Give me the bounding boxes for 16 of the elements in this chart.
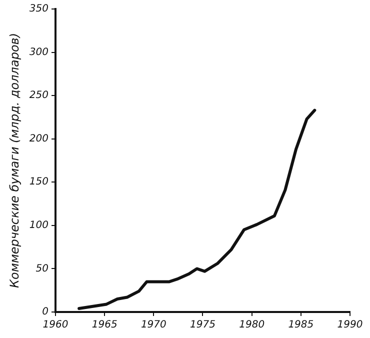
y-tick-label: 200 xyxy=(29,133,48,144)
x-tick-label: 1960 xyxy=(42,320,68,331)
x-tick-label: 1990 xyxy=(337,320,363,331)
y-tick-label: 0 xyxy=(42,306,48,318)
x-tick-label: 1970 xyxy=(140,320,166,331)
y-tick-label: 150 xyxy=(29,176,48,188)
y-tick-label: 100 xyxy=(29,220,48,232)
x-tick-label: 1980 xyxy=(239,320,265,331)
y-tick-label: 350 xyxy=(29,4,48,15)
x-tick-label: 1965 xyxy=(92,320,118,331)
y-tick-label: 300 xyxy=(29,46,48,58)
x-tick-label: 1975 xyxy=(190,320,216,331)
y-axis-title: Коммерческие бумаги (млрд. долларов) xyxy=(7,32,22,288)
y-tick-label: 50 xyxy=(36,263,48,274)
y-tick-label: 250 xyxy=(29,90,48,102)
x-tick-label: 1985 xyxy=(288,320,314,331)
